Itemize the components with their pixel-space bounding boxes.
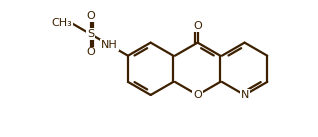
Text: N: N	[240, 90, 249, 100]
Text: O: O	[86, 48, 95, 58]
Text: NH: NH	[101, 40, 118, 50]
Text: CH₃: CH₃	[51, 18, 72, 28]
Text: S: S	[87, 29, 94, 39]
Text: O: O	[193, 90, 202, 100]
Text: O: O	[193, 21, 202, 31]
Text: O: O	[86, 11, 95, 21]
